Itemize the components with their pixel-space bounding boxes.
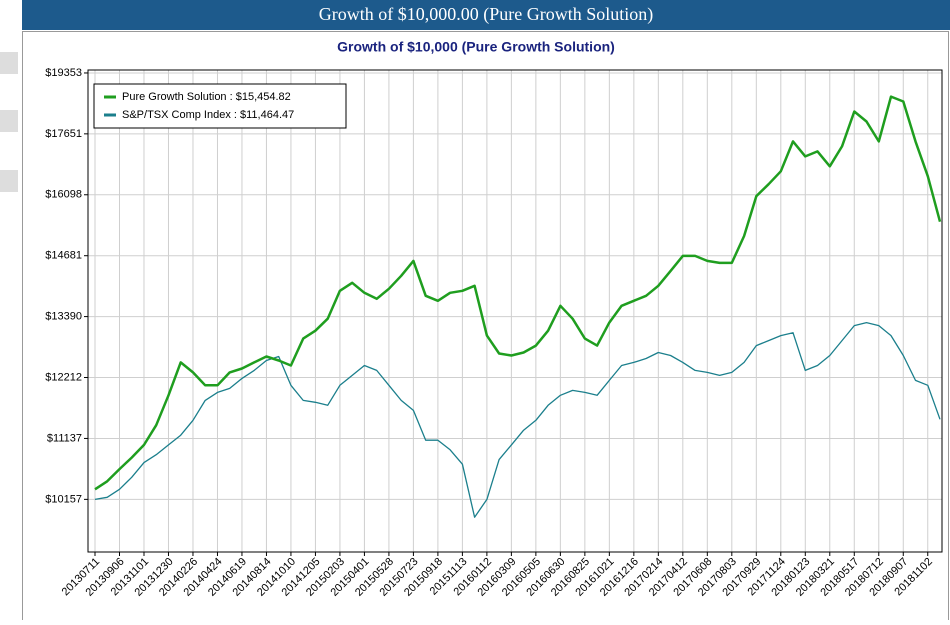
side-block [0,52,18,74]
legend-label: S&P/TSX Comp Index : $11,464.47 [122,109,294,121]
side-block [0,110,18,132]
side-block [0,170,18,192]
y-tick-label: $11137 [47,432,82,444]
header-title: Growth of $10,000.00 (Pure Growth Soluti… [319,4,653,25]
plot-area [88,70,942,552]
y-tick-label: $17651 [45,128,82,140]
y-tick-label: $13390 [45,310,82,322]
chart-frame [22,31,949,625]
series-line [94,321,941,518]
y-tick-label: $16098 [45,189,82,201]
legend-box [93,83,347,129]
series-line [94,95,942,491]
y-tick-label: $14681 [45,250,82,262]
legend-label: Pure Growth Solution : $15,454.82 [122,91,291,103]
y-tick-label: $10157 [45,493,82,505]
plot-border [87,69,943,553]
y-tick-label: $19353 [45,67,82,79]
header-bar [22,0,950,30]
y-tick-label: $12212 [45,371,82,383]
chart-title: Growth of $10,000 (Pure Growth Solution) [337,39,615,55]
